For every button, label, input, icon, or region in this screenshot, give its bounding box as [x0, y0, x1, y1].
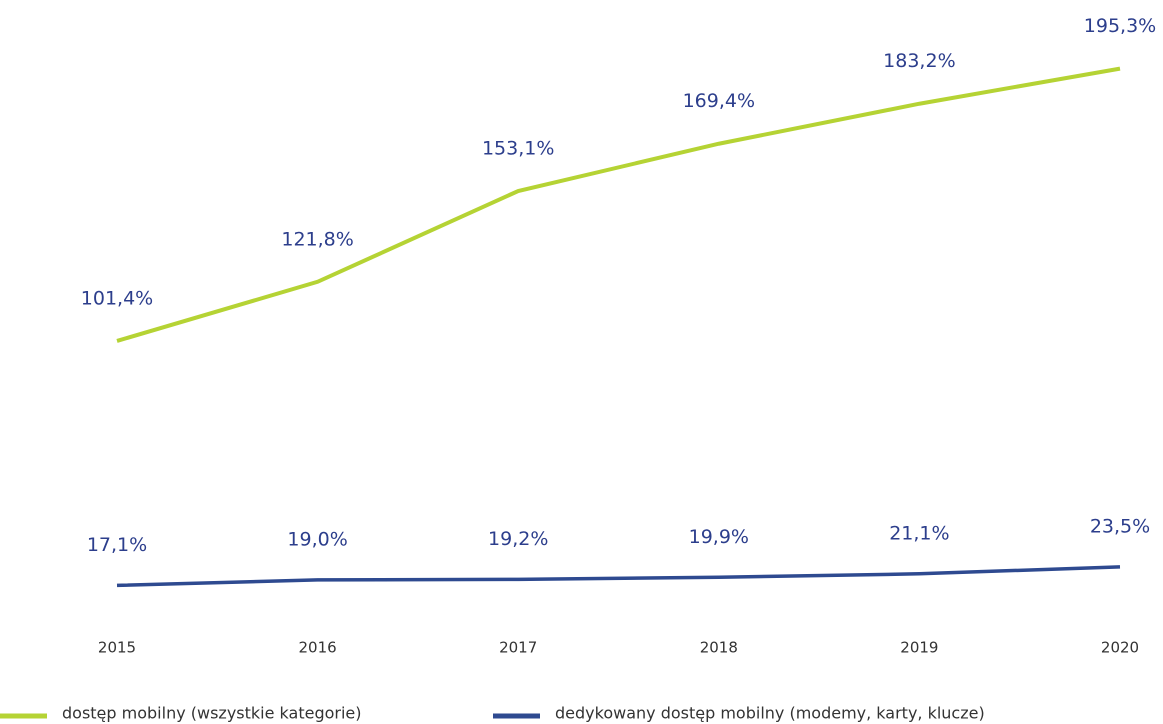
data-label: 19,9%: [689, 526, 749, 548]
x-tick-label: 2016: [299, 639, 337, 657]
data-label: 19,2%: [488, 528, 548, 550]
x-tick-label: 2020: [1101, 639, 1139, 657]
x-tick-label: 2018: [700, 639, 738, 657]
data-label: 19,0%: [287, 528, 347, 550]
x-tick-label: 2017: [499, 639, 537, 657]
data-label: 17,1%: [87, 534, 147, 556]
series-line: [116, 565, 1121, 588]
data-label: 153,1%: [482, 138, 554, 160]
data-label: 195,3%: [1084, 15, 1156, 37]
x-tick-label: 2015: [98, 639, 136, 657]
legend-label: dedykowany dostęp mobilny (modemy, karty…: [555, 704, 985, 723]
data-label: 101,4%: [81, 287, 153, 309]
data-label: 169,4%: [683, 90, 755, 112]
x-tick-label: 2019: [900, 639, 938, 657]
data-label: 121,8%: [281, 228, 353, 250]
series-line: [116, 66, 1121, 343]
data-label: 183,2%: [883, 50, 955, 72]
legend-label: dostęp mobilny (wszystkie kategorie): [62, 704, 362, 723]
data-label: 23,5%: [1090, 515, 1150, 537]
data-label: 21,1%: [889, 522, 949, 544]
